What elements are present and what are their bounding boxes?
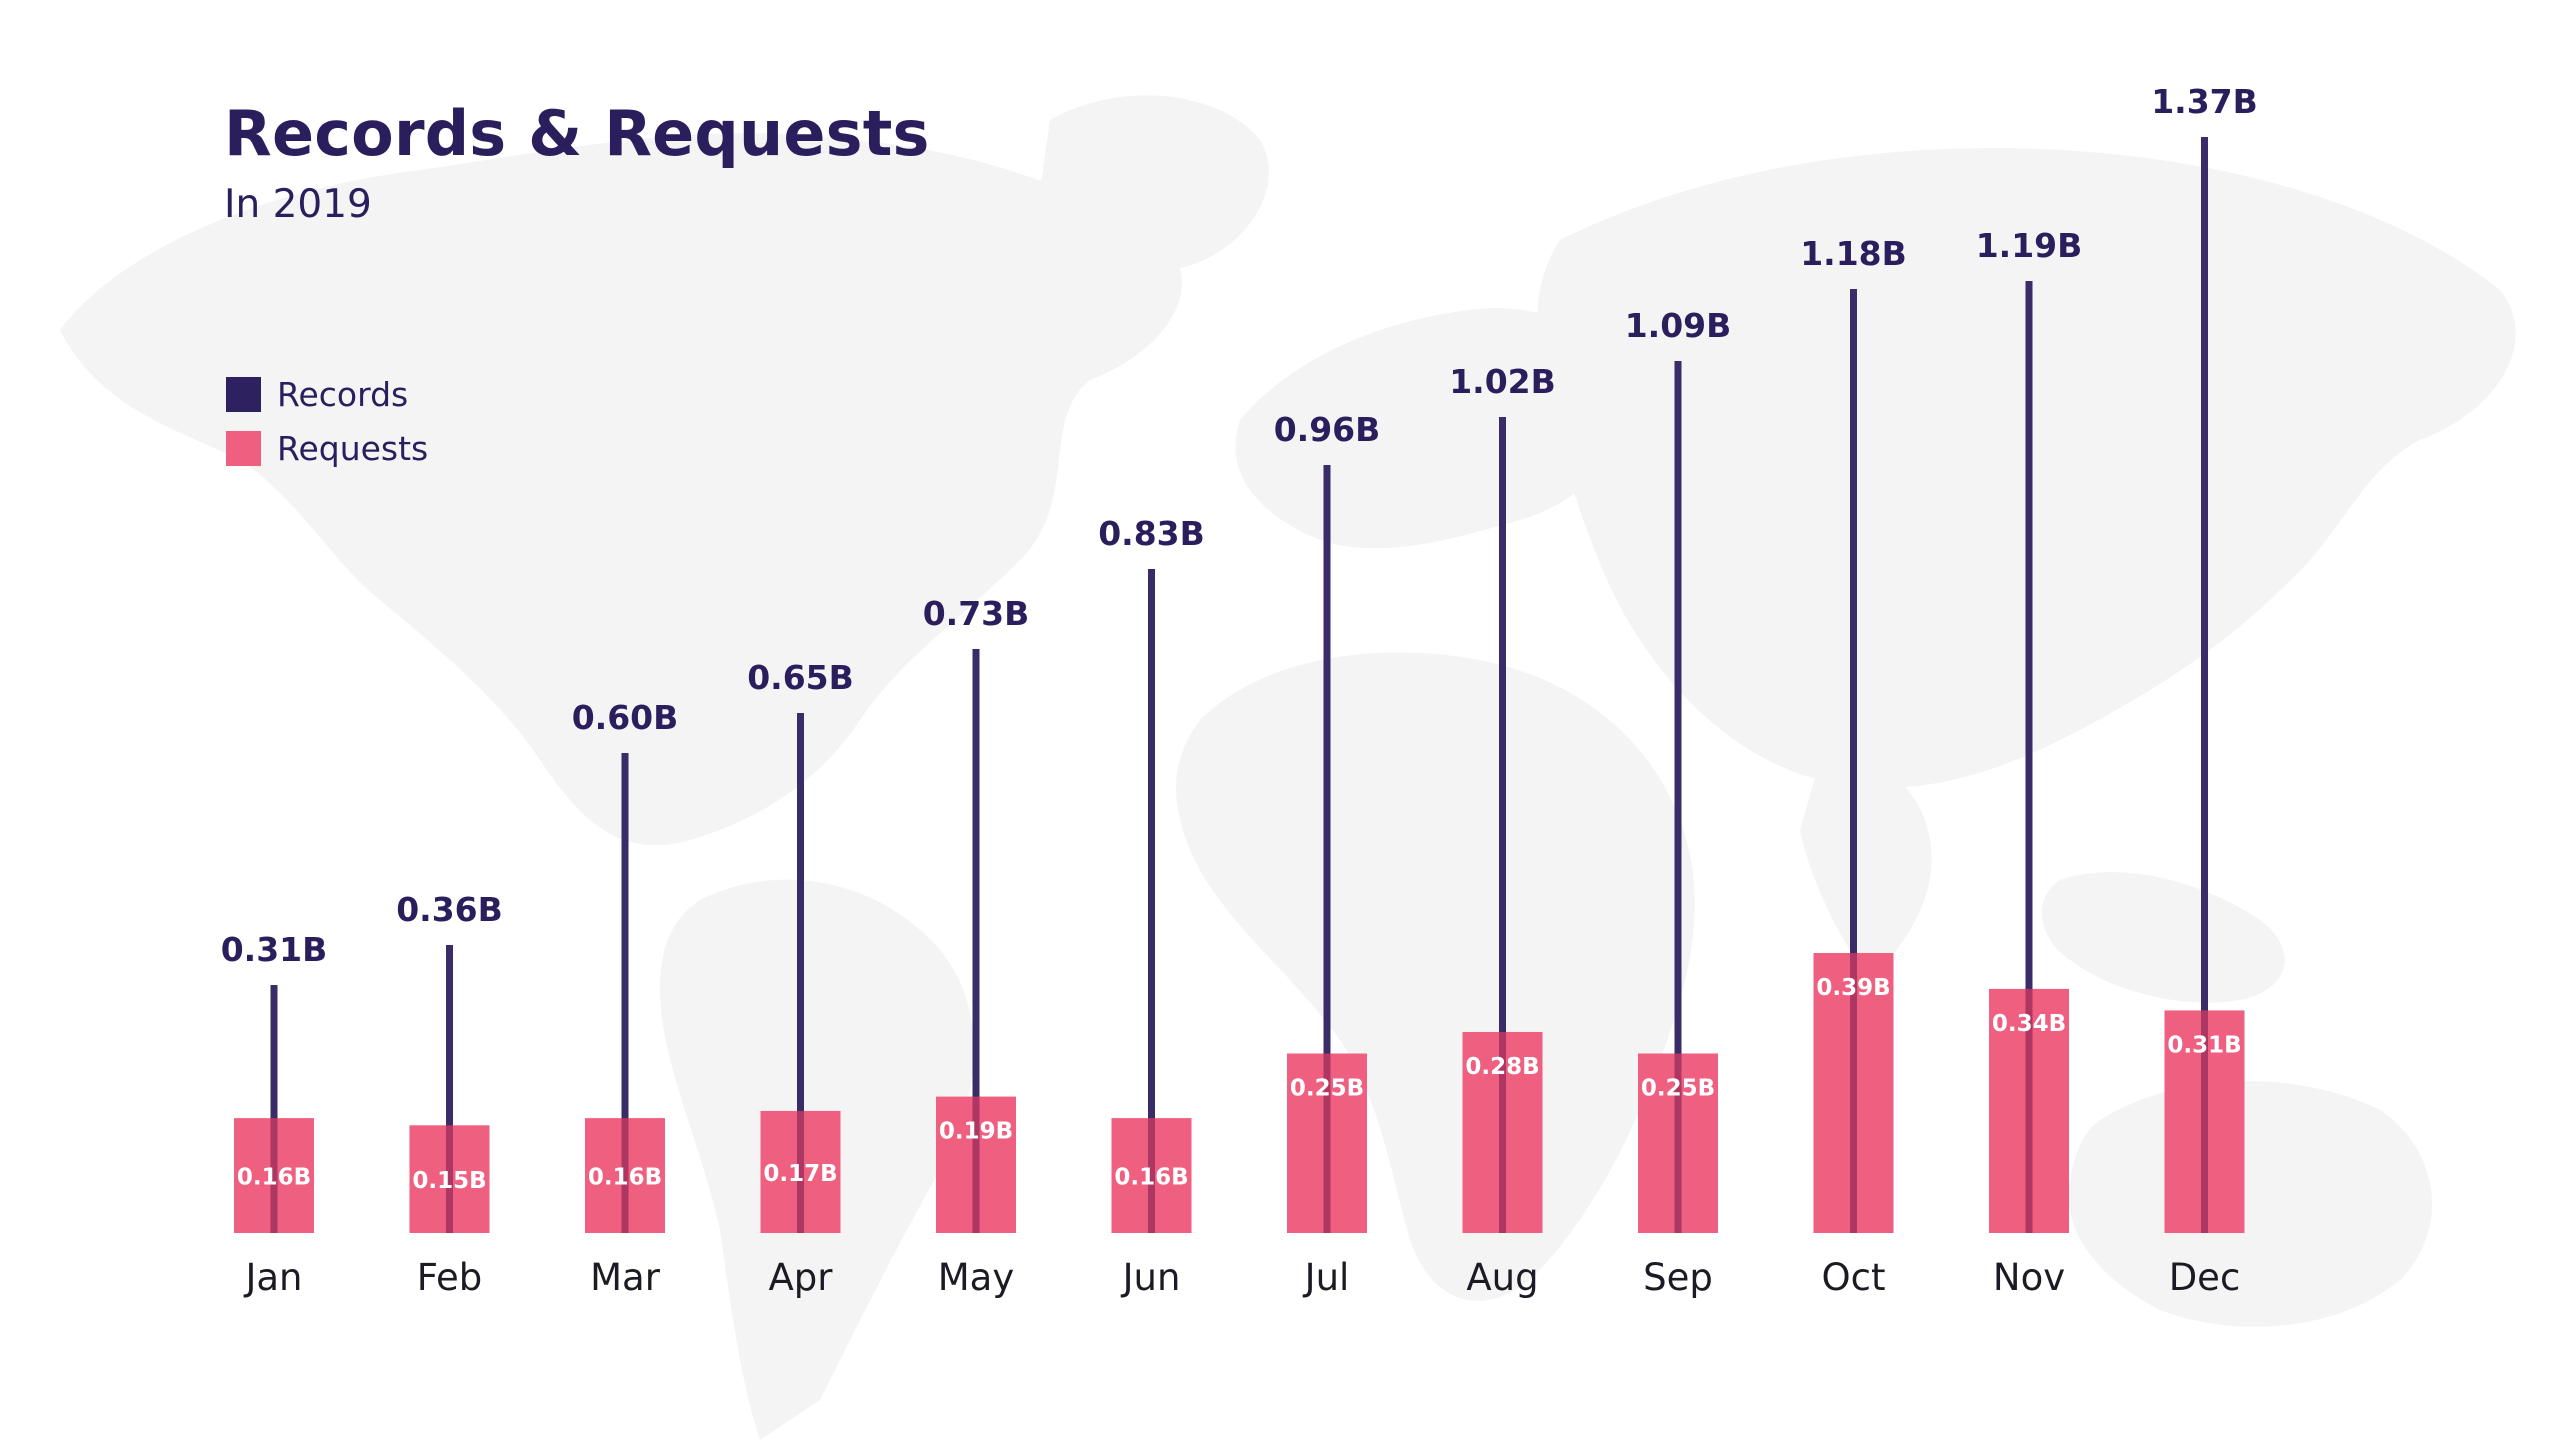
month-label-nov: Nov	[1993, 1256, 2065, 1299]
records-swatch	[226, 376, 261, 412]
records-value-label-aug: 1.02B	[1449, 362, 1556, 401]
requests-swatch	[226, 430, 261, 466]
records-value-label-jul: 0.96B	[1274, 410, 1381, 449]
month-label-mar: Mar	[590, 1256, 661, 1299]
records-value-label-jan: 0.31B	[221, 930, 328, 969]
records-line-may	[972, 649, 980, 1233]
records-line-aug	[1499, 417, 1506, 1233]
australia-shape	[2068, 1081, 2433, 1327]
legend-label-requests: Requests	[277, 428, 429, 468]
records-line-overlap-may	[972, 1096, 980, 1233]
southeast-asia-shape	[2041, 872, 2285, 1003]
records-line-feb	[446, 945, 453, 1233]
month-label-feb: Feb	[417, 1256, 483, 1299]
month-label-oct: Oct	[1822, 1256, 1886, 1299]
requests-value-label-feb: 0.15B	[412, 1168, 486, 1194]
legend-item-records: Records	[226, 374, 428, 414]
records-line-overlap-jan	[270, 1118, 278, 1233]
requests-value-label-may: 0.19B	[939, 1119, 1013, 1145]
requests-value-label-jun: 0.16B	[1114, 1165, 1188, 1191]
records-line-overlap-jun	[1148, 1118, 1155, 1233]
month-label-sep: Sep	[1643, 1256, 1713, 1299]
records-line-overlap-jul	[1323, 1053, 1331, 1233]
records-line-overlap-apr	[797, 1110, 804, 1233]
month-label-jun: Jun	[1121, 1256, 1181, 1299]
requests-value-label-jan: 0.16B	[237, 1165, 311, 1191]
north-america-shape	[60, 133, 1183, 846]
records-line-overlap-dec	[2201, 1010, 2208, 1233]
records-value-label-sep: 1.09B	[1625, 306, 1732, 345]
requests-value-label-apr: 0.17B	[763, 1161, 837, 1187]
month-label-jan: Jan	[243, 1256, 302, 1299]
legend-label-records: Records	[277, 374, 409, 414]
records-line-jan	[270, 985, 278, 1233]
requests-value-label-aug: 0.28B	[1465, 1054, 1539, 1080]
africa-shape	[1176, 652, 1695, 1301]
records-value-label-mar: 0.60B	[572, 698, 679, 737]
month-label-apr: Apr	[768, 1256, 833, 1299]
records-line-oct	[1850, 289, 1857, 1233]
requests-value-label-nov: 0.34B	[1992, 1011, 2066, 1037]
records-value-label-nov: 1.19B	[1976, 226, 2083, 265]
chart-subtitle: In 2019	[224, 182, 372, 227]
records-line-overlap-oct	[1850, 952, 1857, 1233]
records-value-label-may: 0.73B	[923, 594, 1030, 633]
records-line-jul	[1323, 465, 1331, 1233]
records-line-apr	[797, 713, 804, 1233]
chart-legend: Records Requests	[226, 374, 429, 484]
records-line-jun	[1148, 569, 1155, 1233]
chart-title: Records & Requests	[224, 97, 930, 170]
records-line-dec	[2201, 137, 2208, 1233]
india-shape	[1800, 758, 1932, 980]
records-value-label-apr: 0.65B	[747, 658, 854, 697]
records-line-overlap-aug	[1499, 1031, 1506, 1233]
records-line-overlap-sep	[1674, 1053, 1682, 1233]
requests-value-label-dec: 0.31B	[2167, 1032, 2241, 1058]
legend-item-requests: Requests	[226, 428, 429, 468]
records-line-nov	[2025, 281, 2033, 1233]
month-label-jul: Jul	[1303, 1256, 1350, 1299]
records-line-sep	[1674, 361, 1682, 1233]
month-label-may: May	[938, 1256, 1015, 1299]
greenland-shape	[1040, 95, 1269, 272]
records-value-label-oct: 1.18B	[1800, 234, 1907, 273]
requests-value-label-oct: 0.39B	[1816, 975, 1890, 1001]
records-line-overlap-feb	[446, 1125, 453, 1233]
records-value-label-jun: 0.83B	[1098, 514, 1205, 553]
records-line-mar	[621, 753, 629, 1233]
records-line-overlap-mar	[621, 1118, 629, 1233]
records-line-overlap-nov	[2025, 988, 2033, 1233]
month-label-dec: Dec	[2169, 1256, 2241, 1299]
records-value-label-dec: 1.37B	[2151, 82, 2258, 121]
month-label-aug: Aug	[1466, 1256, 1538, 1299]
requests-value-label-mar: 0.16B	[588, 1165, 662, 1191]
records-value-label-feb: 0.36B	[396, 890, 503, 929]
requests-value-label-jul: 0.25B	[1290, 1076, 1364, 1102]
europe-shape	[1235, 308, 1625, 549]
requests-value-label-sep: 0.25B	[1641, 1076, 1715, 1102]
